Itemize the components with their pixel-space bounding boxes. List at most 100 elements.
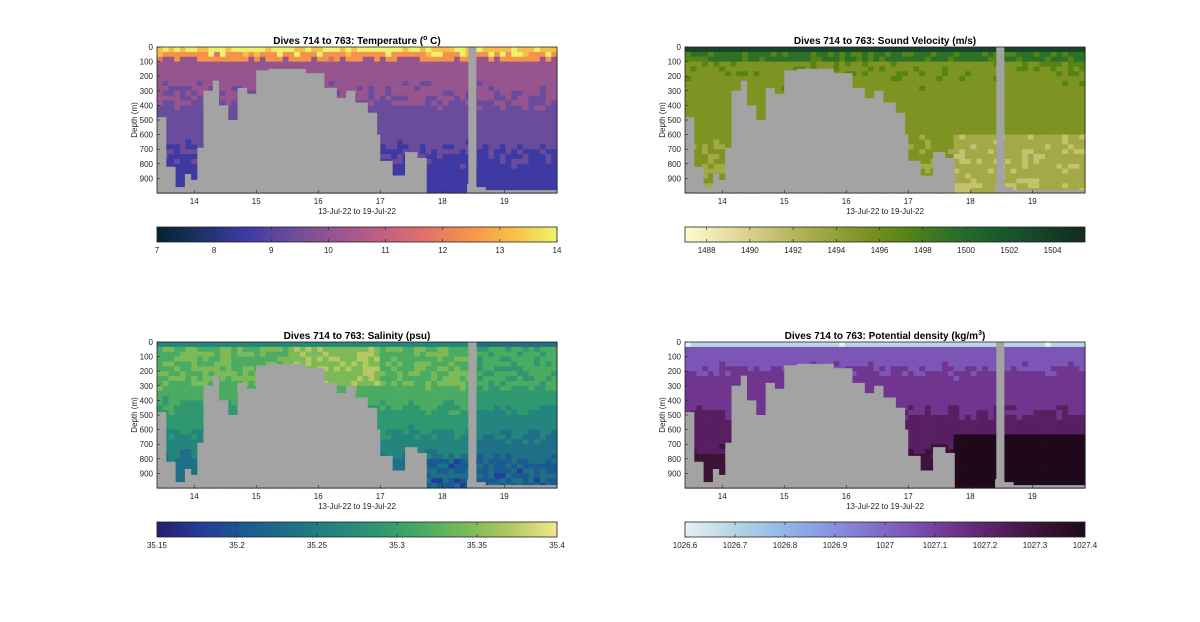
heatmap-cell	[1073, 149, 1080, 155]
heatmap-cell	[696, 149, 703, 155]
heatmap-cell	[174, 366, 181, 372]
heatmap-cell	[702, 124, 709, 131]
heatmap-cell	[419, 129, 427, 136]
heatmap-cell	[482, 56, 490, 63]
heatmap-cell	[419, 110, 427, 116]
heatmap-cell	[1045, 110, 1052, 116]
heatmap-cell	[539, 85, 547, 92]
heatmap-cell	[1039, 66, 1046, 72]
heatmap-cell	[1033, 158, 1040, 165]
heatmap-cell	[499, 100, 507, 106]
heatmap-cell	[725, 144, 732, 150]
heatmap-cell	[1027, 168, 1035, 175]
heatmap-cell	[219, 66, 227, 72]
heatmap-cell	[219, 356, 227, 363]
heatmap-cell	[482, 183, 490, 189]
heatmap-cell	[442, 163, 450, 170]
heatmap-cell	[539, 134, 547, 141]
heatmap-cell	[448, 139, 455, 145]
heatmap-cell	[719, 81, 726, 87]
heatmap-cell	[448, 188, 455, 194]
heatmap-cell	[168, 81, 175, 87]
heatmap-cell	[351, 51, 358, 58]
heatmap-cell	[225, 95, 232, 102]
heatmap-cell	[265, 346, 272, 353]
heatmap-cell	[202, 366, 210, 372]
heatmap-cell	[459, 183, 467, 189]
heatmap-cell	[713, 149, 720, 155]
heatmap-cell	[288, 61, 295, 68]
heatmap-cell	[482, 139, 490, 145]
heatmap-cell	[976, 90, 983, 97]
heatmap-cell	[1067, 139, 1075, 145]
heatmap-cell	[873, 66, 880, 72]
heatmap-cell	[522, 90, 530, 97]
heatmap-cell	[925, 124, 932, 131]
heatmap-cell	[168, 61, 175, 68]
heatmap-cell	[1079, 90, 1086, 97]
heatmap-cell	[1039, 120, 1046, 126]
heatmap-cell	[385, 76, 392, 82]
heatmap-cell	[517, 56, 524, 63]
heatmap-cell	[907, 154, 915, 160]
heatmap-cell	[913, 110, 920, 116]
heatmap-cell	[1016, 51, 1023, 58]
heatmap-cell	[482, 61, 490, 68]
heatmap-cell	[442, 56, 450, 63]
heatmap-cell	[822, 61, 829, 68]
heatmap-cell	[425, 120, 432, 126]
heatmap-cell	[174, 463, 181, 470]
heatmap-cell	[1022, 158, 1029, 165]
heatmap-cell	[214, 56, 221, 63]
heatmap-cell	[1039, 178, 1046, 184]
heatmap-cell	[1067, 144, 1075, 150]
heatmap-cell	[225, 76, 232, 82]
heatmap-cell	[970, 95, 978, 102]
heatmap-cell	[1073, 144, 1080, 150]
heatmap-cell	[225, 351, 232, 358]
heatmap-cell	[1016, 115, 1023, 121]
heatmap-cell	[930, 139, 938, 145]
heatmap-cell	[970, 61, 978, 68]
heatmap-cell	[1010, 76, 1018, 82]
heatmap-cell	[482, 66, 490, 72]
heatmap-cell	[982, 144, 989, 150]
heatmap-cell	[970, 129, 978, 136]
heatmap-cell	[454, 95, 461, 102]
heatmap-cell	[174, 51, 181, 58]
heatmap-cell	[408, 90, 415, 97]
heatmap-cell	[1033, 154, 1040, 160]
heatmap-cell	[879, 66, 886, 72]
heatmap-cell	[690, 105, 698, 111]
heatmap-cell	[890, 66, 898, 72]
heatmap-cell	[890, 95, 898, 102]
heatmap-cell	[713, 154, 720, 160]
heatmap-cell	[534, 154, 541, 160]
heatmap-cell	[959, 144, 966, 150]
heatmap-cell	[725, 129, 732, 136]
heatmap-cell	[385, 51, 392, 58]
heatmap-cell	[454, 139, 461, 145]
heatmap-cell	[237, 351, 244, 358]
heatmap-cell	[702, 115, 709, 121]
heatmap-cell	[294, 51, 301, 58]
heatmap-cell	[551, 124, 558, 131]
heatmap-cell	[511, 120, 518, 126]
heatmap-cell	[254, 356, 261, 363]
heatmap-cell	[231, 400, 238, 406]
heatmap-cell	[1033, 47, 1040, 53]
heatmap-cell	[907, 56, 915, 63]
heatmap-cell	[499, 56, 507, 63]
heatmap-cell	[408, 129, 415, 136]
heatmap-cell	[1079, 134, 1086, 141]
heatmap-cell	[925, 90, 932, 97]
heatmap-cell	[867, 66, 875, 72]
heatmap-cell	[702, 85, 709, 92]
heatmap-cell	[202, 56, 210, 63]
heatmap-cell	[1079, 120, 1086, 126]
heatmap-cell	[511, 56, 518, 63]
heatmap-cell	[157, 371, 164, 377]
heatmap-cell	[930, 51, 938, 58]
heatmap-cell	[965, 168, 972, 175]
heatmap-cell	[1045, 144, 1052, 150]
